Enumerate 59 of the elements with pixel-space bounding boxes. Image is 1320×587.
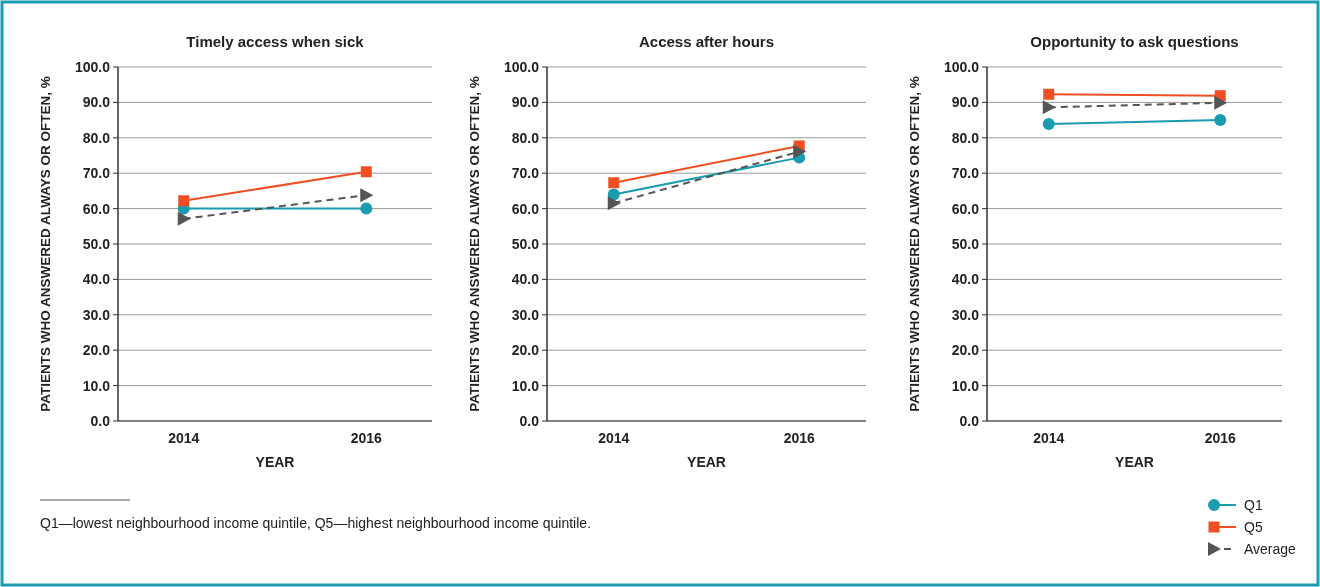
y-tick-label: 90.0 (951, 94, 980, 111)
y-tick-label: 70.0 (82, 165, 111, 182)
y-tick-label: 100.0 (503, 58, 540, 75)
y-tick-label: 0.0 (959, 412, 980, 429)
point (360, 202, 373, 215)
y-tick-label: 40.0 (82, 271, 111, 288)
legend-label: Average (1244, 540, 1297, 557)
x-tick-label: 2016 (350, 430, 383, 446)
y-tick-label: 90.0 (82, 94, 111, 111)
point (1042, 117, 1055, 130)
y-tick-label: 0.0 (90, 412, 111, 429)
x-tick-label: 2014 (168, 430, 200, 446)
y-tick-label: 40.0 (511, 271, 540, 288)
point (178, 195, 190, 207)
point (1043, 88, 1055, 100)
y-tick-label: 60.0 (511, 200, 540, 217)
x-axis-title: YEAR (687, 454, 726, 470)
x-axis-title: YEAR (255, 454, 295, 470)
y-tick-label: 30.0 (511, 306, 540, 323)
point (608, 177, 620, 189)
y-tick-label: 40.0 (951, 271, 980, 288)
y-tick-label: 20.0 (82, 342, 111, 359)
chart-title: Opportunity to ask questions (1030, 33, 1239, 50)
chart-title: Access after hours (638, 33, 775, 50)
y-tick-label: 0.0 (519, 412, 540, 429)
y-tick-label: 50.0 (951, 235, 980, 252)
y-tick-label: 10.0 (82, 377, 111, 394)
y-axis-title: PATIENTS WHO ANSWERED ALWAYS OR OFTEN, % (467, 76, 482, 412)
y-tick-label: 100.0 (74, 58, 111, 75)
x-tick-label: 2016 (1204, 430, 1237, 446)
y-tick-label: 80.0 (82, 129, 111, 146)
y-tick-label: 100.0 (943, 58, 980, 75)
y-tick-label: 10.0 (511, 377, 540, 394)
legend-label: Q1 (1244, 496, 1263, 513)
y-tick-label: 60.0 (951, 200, 980, 217)
y-axis-title: PATIENTS WHO ANSWERED ALWAYS OR OFTEN, % (38, 76, 53, 412)
y-tick-label: 80.0 (951, 129, 980, 146)
x-tick-label: 2016 (783, 430, 816, 446)
y-tick-label: 90.0 (511, 94, 540, 111)
y-tick-label: 20.0 (951, 342, 980, 359)
x-axis-title: YEAR (1115, 454, 1154, 470)
y-tick-label: 20.0 (511, 342, 540, 359)
y-tick-label: 50.0 (511, 235, 540, 252)
y-tick-label: 60.0 (82, 200, 111, 217)
y-tick-label: 10.0 (951, 377, 980, 394)
y-tick-label: 80.0 (511, 129, 540, 146)
y-tick-label: 30.0 (82, 306, 111, 323)
y-axis-title: PATIENTS WHO ANSWERED ALWAYS OR OFTEN, % (907, 76, 922, 412)
point (360, 166, 372, 178)
x-tick-label: 2014 (1033, 430, 1065, 446)
y-tick-label: 30.0 (951, 306, 980, 323)
chart-title: Timely access when sick (186, 33, 365, 50)
y-tick-label: 70.0 (511, 165, 540, 182)
text: Q1—lowest neighbourhood income quintile, Q5—highest neighbourhood income quintile. (40, 515, 592, 531)
legend-label: Q5 (1244, 518, 1263, 535)
y-tick-label: 70.0 (951, 165, 980, 182)
point (1214, 114, 1227, 127)
y-tick-label: 50.0 (82, 235, 111, 252)
x-tick-label: 2014 (598, 430, 630, 446)
